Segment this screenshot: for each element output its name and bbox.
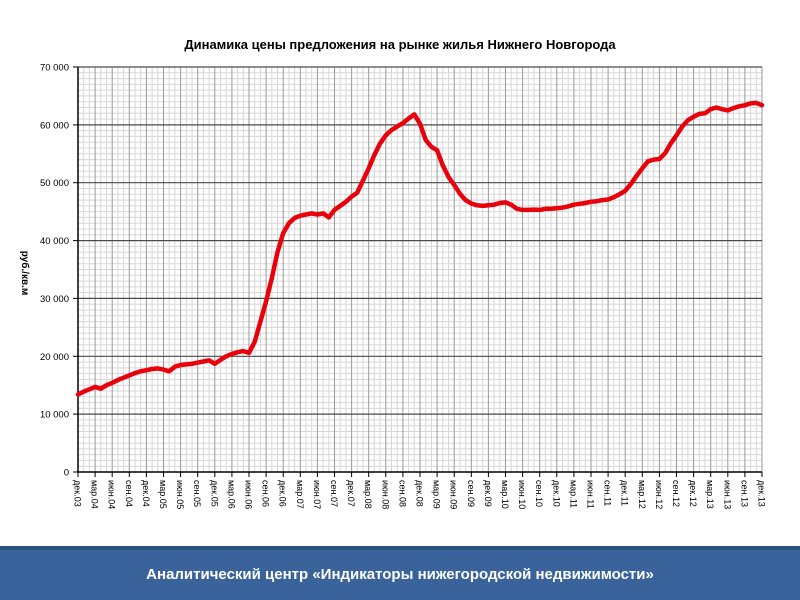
svg-text:дек.09: дек.09 [483,480,493,507]
svg-text:дек.13: дек.13 [757,480,767,507]
svg-text:20 000: 20 000 [40,352,69,363]
svg-text:мар.12: мар.12 [637,480,647,509]
svg-text:июн.09: июн.09 [449,480,459,509]
svg-text:60 000: 60 000 [40,120,69,131]
svg-text:мар.08: мар.08 [363,480,373,509]
svg-text:40 000: 40 000 [40,236,69,247]
svg-text:сен.04: сен.04 [124,480,134,507]
svg-text:30 000: 30 000 [40,294,69,305]
svg-text:июн.12: июн.12 [654,480,664,509]
svg-text:июн.05: июн.05 [175,480,185,509]
svg-text:июн.13: июн.13 [722,480,732,509]
svg-text:мар.09: мар.09 [432,480,442,509]
svg-text:июн.07: июн.07 [312,480,322,509]
svg-text:мар.05: мар.05 [158,480,168,509]
svg-text:сен.12: сен.12 [671,480,681,507]
svg-text:дек.06: дек.06 [278,480,288,507]
svg-text:дек.07: дек.07 [346,480,356,507]
footer-text: Аналитический центр «Индикаторы нижегоро… [146,566,654,583]
svg-text:дек.04: дек.04 [141,480,151,507]
footer-banner: Аналитический центр «Индикаторы нижегоро… [0,546,800,600]
svg-text:сен.10: сен.10 [534,480,544,507]
svg-text:мар.07: мар.07 [295,480,305,509]
svg-text:10 000: 10 000 [40,410,69,421]
svg-text:дек.08: дек.08 [415,480,425,507]
svg-text:дек.10: дек.10 [551,480,561,507]
svg-text:мар.13: мар.13 [705,480,715,509]
svg-text:мар.06: мар.06 [226,480,236,509]
svg-text:июн.06: июн.06 [244,480,254,509]
price-chart: Динамика цены предложения на рынке жилья… [19,37,767,510]
svg-text:сен.09: сен.09 [466,480,476,507]
svg-text:дек.12: дек.12 [688,480,698,507]
svg-text:50 000: 50 000 [40,178,69,189]
svg-text:70 000: 70 000 [40,63,69,74]
svg-text:мар.10: мар.10 [500,480,510,509]
svg-text:сен.08: сен.08 [397,480,407,507]
svg-text:июн.11: июн.11 [586,480,596,509]
svg-text:июн.08: июн.08 [380,480,390,509]
chart-title: Динамика цены предложения на рынке жилья… [184,37,616,52]
svg-text:дек.05: дек.05 [209,480,219,507]
svg-text:0: 0 [64,468,69,479]
svg-text:сен.06: сен.06 [261,480,271,507]
svg-text:сен.11: сен.11 [603,480,613,506]
svg-text:сен.05: сен.05 [192,480,202,507]
svg-text:июн.04: июн.04 [107,480,117,509]
svg-text:июн.10: июн.10 [517,480,527,509]
svg-text:сен.07: сен.07 [329,480,339,507]
plot-area: 0 10 000 20 000 30 000 40 000 50 000 60 000 70 … [40,63,767,510]
svg-text:дек.03: дек.03 [73,480,83,507]
svg-text:мар.11: мар.11 [568,480,578,508]
svg-text:сен.13: сен.13 [739,480,749,507]
svg-text:дек.11: дек.11 [620,480,630,506]
svg-text:мар.04: мар.04 [90,480,100,509]
y-axis-title: руб./кв.м [19,251,31,296]
